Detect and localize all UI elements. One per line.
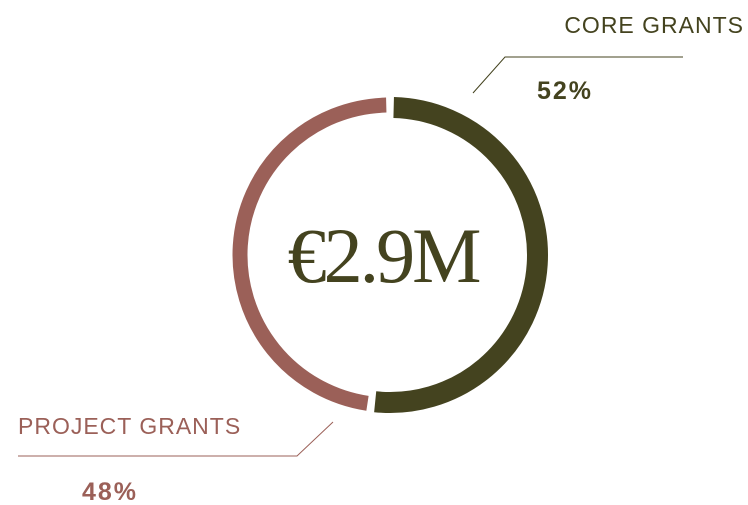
slice-label: PROJECT GRANTS — [18, 413, 241, 439]
leader-line — [18, 421, 334, 457]
center-label: €2.9M — [288, 212, 481, 299]
slice — [374, 97, 548, 413]
value-label: 52% — [537, 77, 593, 105]
slice — [232, 97, 387, 411]
value-label: 48% — [82, 478, 138, 505]
slice-label: CORE GRANTS — [564, 12, 744, 38]
leader-line — [472, 56, 683, 94]
